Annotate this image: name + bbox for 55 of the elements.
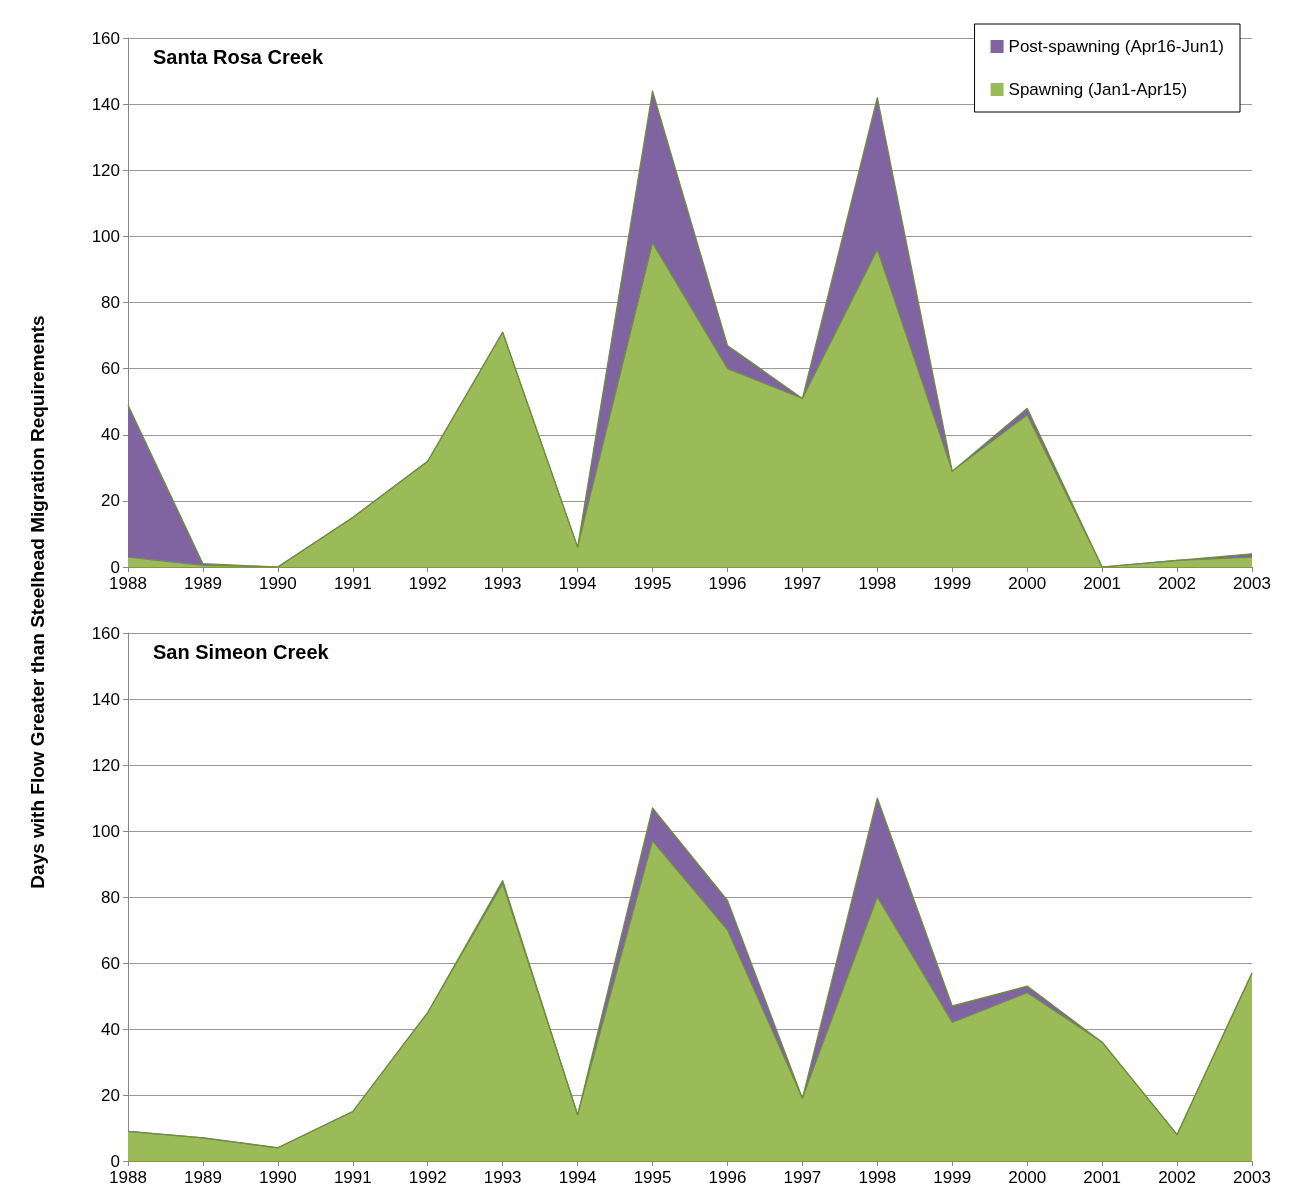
x-tick-label: 2002	[1158, 1168, 1196, 1187]
x-tick-label: 1988	[109, 1168, 147, 1187]
y-tick-label: 120	[91, 755, 120, 775]
chart-title: Santa Rosa Creek	[153, 46, 324, 68]
x-tick-label: 2000	[1008, 574, 1047, 593]
x-tick-label: 1993	[483, 1168, 522, 1187]
x-tick-label: 1998	[858, 574, 897, 593]
y-tick-label: 140	[91, 94, 120, 114]
x-tick-label: 1989	[184, 1168, 222, 1187]
chart-title: San Simeon Creek	[153, 641, 330, 663]
y-tick-label: 80	[101, 293, 120, 312]
y-tick-label: 60	[101, 953, 120, 973]
y-tick-label: 160	[91, 28, 120, 48]
x-tick-label: 1989	[184, 574, 222, 593]
x-tick-label: 1994	[558, 1168, 597, 1187]
y-tick-label: 20	[101, 1085, 120, 1105]
x-tick-label: 1990	[258, 574, 297, 593]
x-tick-label: 1988	[109, 574, 147, 593]
y-tick-label: 120	[91, 160, 120, 180]
legend-label: Spawning (Jan1-Apr15)	[1008, 80, 1188, 99]
x-tick-label: 2002	[1158, 574, 1196, 593]
x-tick-label: 1999	[933, 1168, 972, 1187]
x-tick-label: 1992	[408, 574, 447, 593]
x-tick-label: 1999	[933, 574, 972, 593]
x-tick-label: 1997	[783, 574, 822, 593]
legend-label: Post-spawning (Apr16-Jun1)	[1008, 37, 1225, 56]
x-tick-label: 1995	[633, 1168, 672, 1187]
y-tick-label: 0	[110, 557, 120, 577]
y-tick-label: 100	[91, 226, 120, 246]
y-axis-title: Days with Flow Greater than Steelhead Migration Requirements	[27, 315, 49, 889]
y-tick-label: 140	[91, 689, 120, 709]
y-tick-label: 20	[101, 491, 120, 511]
x-tick-label: 1993	[483, 574, 522, 593]
y-tick-label: 0	[110, 1151, 120, 1171]
y-tick-label: 40	[101, 1019, 120, 1039]
x-tick-label: 2001	[1083, 1168, 1122, 1187]
x-tick-label: 2003	[1233, 1168, 1271, 1187]
x-tick-label: 2001	[1083, 574, 1122, 593]
y-tick-label: 60	[101, 359, 120, 379]
y-tick-label: 40	[101, 425, 120, 445]
y-tick-label: 100	[91, 821, 120, 841]
x-tick-label: 1994	[558, 574, 597, 593]
x-tick-label: 1991	[333, 574, 372, 593]
y-tick-label: 80	[101, 887, 120, 907]
x-tick-label: 2003	[1233, 574, 1271, 593]
x-tick-label: 1995	[633, 574, 672, 593]
y-tick-label: 160	[91, 623, 120, 643]
x-tick-label: 2000	[1008, 1168, 1047, 1187]
x-tick-label: 1997	[783, 1168, 822, 1187]
x-tick-label: 1996	[708, 574, 747, 593]
x-tick-label: 1992	[408, 1168, 447, 1187]
x-tick-label: 1991	[333, 1168, 372, 1187]
x-tick-label: 1990	[258, 1168, 297, 1187]
x-tick-label: 1996	[708, 1168, 747, 1187]
x-tick-label: 1998	[858, 1168, 897, 1187]
